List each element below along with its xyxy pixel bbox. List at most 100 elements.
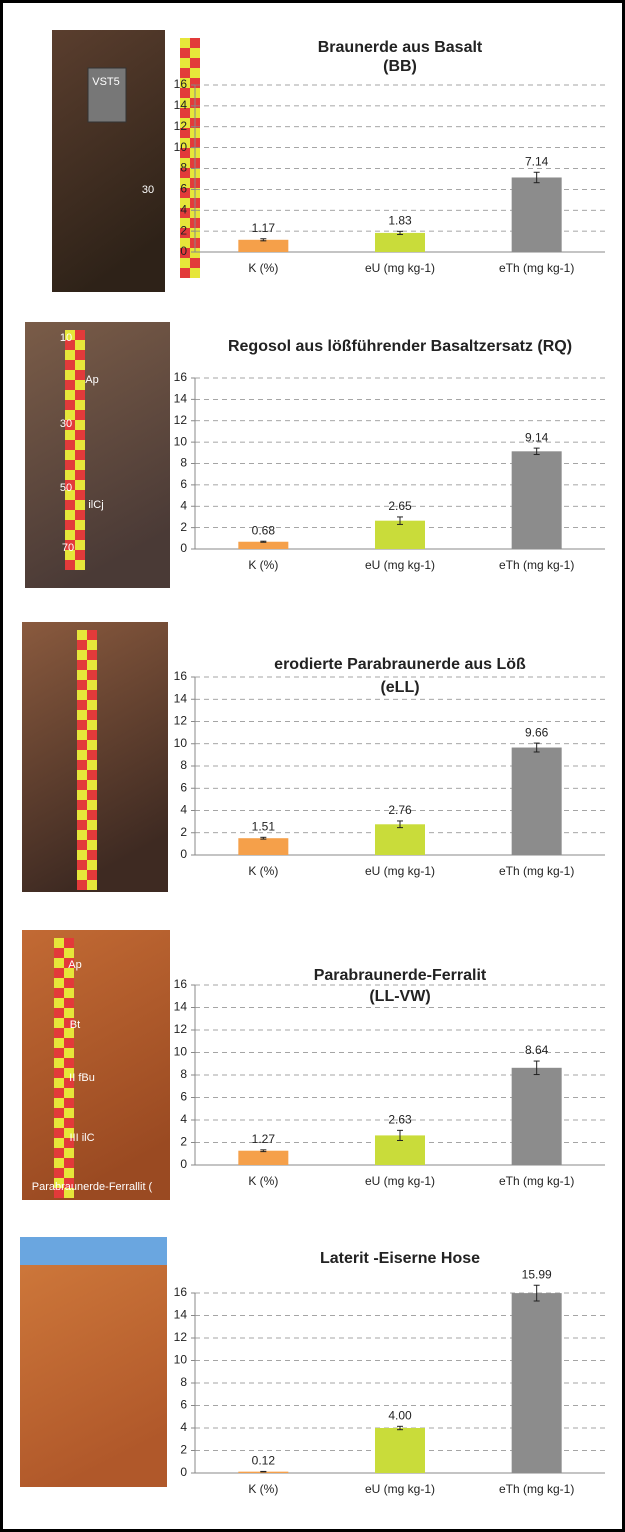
scale-cell [75,440,85,450]
scale-cell [77,710,87,720]
y-tick-label: 0 [180,541,187,555]
scale-cell [77,650,87,660]
scale-cell [54,1048,64,1058]
scale-cell [75,330,85,340]
value-label: 0.68 [252,523,276,537]
scale-cell [75,380,85,390]
scale-cell [75,450,85,460]
x-tick-label: eU (mg kg-1) [365,864,435,878]
scale-cell [75,360,85,370]
scale-cell [64,1108,74,1118]
scale-cell [75,400,85,410]
y-tick-label: 0 [180,1157,187,1171]
x-tick-label: eU (mg kg-1) [365,1482,435,1496]
scale-cell [87,750,97,760]
bar [512,177,562,252]
scale-cell [77,720,87,730]
scale-cell [77,840,87,850]
scale-cell [65,500,75,510]
scale-cell [64,1008,74,1018]
scale-cell [65,440,75,450]
chart-title: Braunerde aus Basalt [318,39,483,56]
scale-cell [75,490,85,500]
scale-cell [75,530,85,540]
photo-label: VST5 [92,76,120,88]
photo-label: 50 [60,482,72,494]
value-label: 1.17 [252,221,276,235]
y-tick-label: 4 [180,1112,187,1126]
scale-cell [87,880,97,890]
y-tick-label: 10 [174,736,188,750]
y-tick-label: 4 [180,498,187,512]
scale-cell [87,640,97,650]
scale-cell [77,880,87,890]
y-tick-label: 14 [174,98,188,112]
photo-label: III ilC [69,1132,94,1144]
y-tick-label: 8 [180,456,187,470]
bar [512,451,562,549]
scale-cell [75,410,85,420]
scale-cell [87,720,97,730]
scale-cell [64,1048,74,1058]
x-tick-label: eTh (mg kg-1) [499,261,574,275]
scale-cell [87,670,97,680]
x-tick-label: eTh (mg kg-1) [499,1174,574,1188]
y-tick-label: 6 [180,1398,187,1412]
scale-cell [87,680,97,690]
scale-cell [77,750,87,760]
scale-cell [77,780,87,790]
scale-cell [65,370,75,380]
scale-cell [64,1118,74,1128]
page: VST53010Ap3050ilCj70ApBtII fBuIII ilCPar… [0,0,625,1532]
x-tick-label: K (%) [248,558,278,572]
scale-cell [54,1008,64,1018]
scale-cell [54,1098,64,1108]
y-tick-label: 8 [180,1067,187,1081]
scale-cell [65,460,75,470]
scale-cell [87,860,97,870]
scale-cell [77,740,87,750]
scale-cell [87,660,97,670]
scale-cell [87,700,97,710]
scale-cell [54,1018,64,1028]
photo-label: ilCj [88,499,103,511]
photo-label: Ap [68,959,81,971]
chart-title: Regosol aus lößführender Basaltzersatz (… [228,338,572,355]
y-tick-label: 0 [180,847,187,861]
scale-cell [77,690,87,700]
scale-cell [65,400,75,410]
y-tick-label: 6 [180,780,187,794]
scale-cell [75,500,85,510]
scale-cell [180,258,190,268]
scale-cell [65,430,75,440]
value-label: 2.76 [388,803,412,817]
scale-cell [54,1078,64,1088]
y-tick-label: 16 [174,77,188,91]
scale-cell [87,710,97,720]
scale-cell [65,450,75,460]
scale-cell [65,470,75,480]
scale-cell [65,560,75,570]
x-tick-label: K (%) [248,1482,278,1496]
scale-cell [87,780,97,790]
value-label: 4.00 [388,1408,412,1422]
chart-subtitle: (BB) [383,58,417,75]
scale-cell [75,350,85,360]
scale-cell [87,740,97,750]
y-tick-label: 4 [180,803,187,817]
scale-cell [87,800,97,810]
y-tick-label: 10 [174,434,188,448]
scale-cell [87,630,97,640]
scale-cell [87,760,97,770]
scale-cell [54,958,64,968]
y-tick-label: 2 [180,825,187,839]
y-tick-label: 12 [174,119,188,133]
bar [375,824,425,855]
y-tick-label: 10 [174,1353,188,1367]
scale-cell [75,480,85,490]
scale-cell [77,860,87,870]
scale-cell [87,730,97,740]
scale-cell [190,38,200,48]
scale-cell [65,360,75,370]
soil-photo [22,930,170,1200]
